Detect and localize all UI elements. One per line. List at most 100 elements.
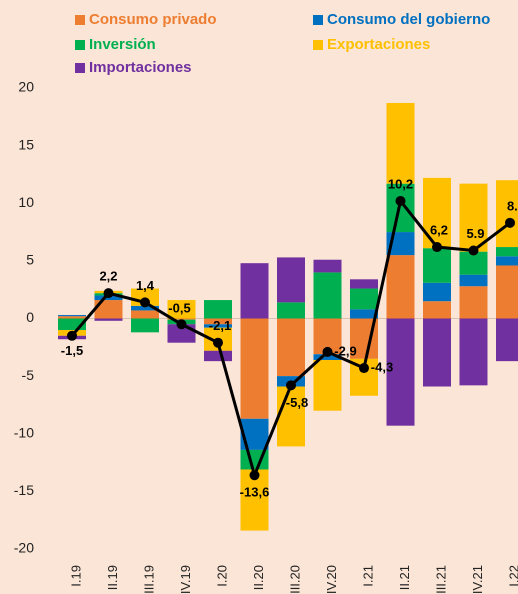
bar-segment <box>204 300 232 319</box>
data-label: 6,2 <box>430 222 448 237</box>
line-point <box>67 330 77 341</box>
bar-segment <box>313 272 342 319</box>
legend-swatch <box>313 15 323 25</box>
line-point <box>322 346 333 357</box>
bar-segment <box>277 386 305 447</box>
bar-segment <box>423 318 451 387</box>
bar-segment <box>204 350 232 362</box>
legend-swatch <box>313 40 323 50</box>
bar-segment <box>423 301 451 319</box>
line-point <box>213 337 223 348</box>
bar-segment <box>350 279 378 289</box>
x-tick-label: III.19 <box>141 565 156 594</box>
bar-segment <box>350 288 378 310</box>
y-tick-label: 5 <box>26 252 34 268</box>
bar-segment <box>386 102 415 184</box>
bar-segment <box>167 318 196 320</box>
line-point <box>140 297 150 308</box>
bar-segment <box>386 318 415 426</box>
legend-swatch <box>75 15 85 25</box>
y-tick-label: 15 <box>18 136 34 152</box>
data-label: -2,1 <box>209 318 231 333</box>
bar-segment <box>496 265 518 319</box>
y-tick-label: -15 <box>14 482 34 498</box>
bar-segment <box>386 255 415 319</box>
bar-segment <box>131 310 159 319</box>
line-point <box>432 242 442 253</box>
x-tick-label: I.22 <box>506 565 518 587</box>
x-tick-label: I.19 <box>68 565 83 587</box>
bar-segment <box>459 251 488 275</box>
x-tick-label: III.21 <box>433 565 448 594</box>
line-point <box>395 195 406 206</box>
data-label: -1,5 <box>61 343 83 358</box>
legend-label: Consumo del gobierno <box>327 11 490 28</box>
bar-segment <box>58 316 86 319</box>
legend-label: Consumo privado <box>89 11 217 28</box>
x-tick-label: IV.21 <box>470 565 485 594</box>
legend-swatch <box>75 40 85 50</box>
bar-segment <box>277 318 305 377</box>
bar-segment <box>167 300 196 319</box>
data-label: -0,5 <box>168 301 190 316</box>
x-tick-label: I.21 <box>360 565 375 587</box>
line-point <box>505 217 515 228</box>
bar-segment <box>459 318 488 386</box>
bar-segment <box>313 359 342 411</box>
bar-segment <box>459 274 488 287</box>
bar-segment <box>94 318 123 321</box>
legend-swatch <box>75 63 85 73</box>
line-point <box>103 288 114 299</box>
data-label: -4,3 <box>371 359 393 374</box>
data-label: 10,2 <box>388 176 413 191</box>
bar-segment <box>240 318 269 419</box>
bar-segment <box>496 180 518 248</box>
bar-segment <box>277 257 305 303</box>
y-tick-label: 10 <box>18 194 34 210</box>
data-label: -2,9 <box>334 343 356 358</box>
bar-segment <box>423 248 451 283</box>
x-tick-label: IV.20 <box>324 565 339 594</box>
bar-segment <box>131 318 159 333</box>
data-label: 1,4 <box>136 278 155 293</box>
line-point <box>359 363 369 374</box>
y-tick-label: -10 <box>14 424 34 440</box>
line-point <box>249 470 260 481</box>
data-label: 8.3 <box>507 198 518 213</box>
legend-label: Importaciones <box>89 59 192 76</box>
bar-segment <box>131 305 159 311</box>
x-tick-label: II.20 <box>251 565 266 590</box>
data-label: -13,6 <box>240 485 270 500</box>
line-point <box>286 380 296 391</box>
x-tick-label: III.20 <box>287 565 302 594</box>
bar-segment <box>496 318 518 362</box>
bar-segment <box>204 324 232 328</box>
y-tick-label: -20 <box>14 540 34 556</box>
bar-segment <box>459 286 488 319</box>
bar-segment <box>350 309 378 319</box>
x-tick-label: II.21 <box>397 565 412 590</box>
bar-segment <box>496 247 518 257</box>
bar-segment <box>423 177 451 249</box>
x-tick-label: I.20 <box>214 565 229 587</box>
y-tick-label: 20 <box>18 79 34 95</box>
y-tick-label: -5 <box>22 367 35 383</box>
x-tick-label: IV.19 <box>178 565 193 594</box>
legend-label: Inversión <box>89 36 156 53</box>
bar-segment <box>58 315 86 317</box>
legend-label: Exportaciones <box>327 36 430 53</box>
x-tick-label: II.19 <box>105 565 120 590</box>
data-label: 5.9 <box>466 226 484 241</box>
line-point <box>176 319 187 330</box>
bar-segment <box>58 318 86 331</box>
bar-segment <box>240 263 269 319</box>
bar-segment <box>313 259 342 273</box>
data-label: 2,2 <box>99 269 117 284</box>
bar-segment <box>423 282 451 302</box>
bar-segment <box>204 318 232 325</box>
bar-segment <box>313 354 342 360</box>
bar-segment <box>277 302 305 319</box>
data-label: -5,8 <box>286 395 308 410</box>
bar-segment <box>496 256 518 266</box>
